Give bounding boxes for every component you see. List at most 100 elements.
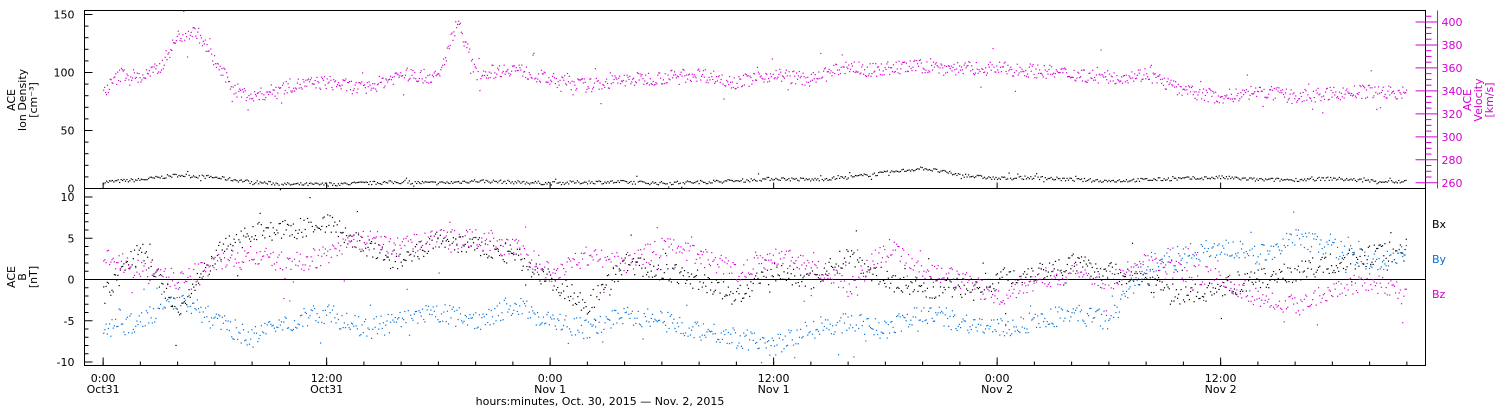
density-point xyxy=(673,181,676,183)
density-point xyxy=(827,179,829,182)
by-point xyxy=(1052,323,1054,325)
velocity-point xyxy=(559,79,561,81)
bz-point xyxy=(251,258,253,260)
velocity-point xyxy=(1326,87,1328,89)
velocity-point xyxy=(150,66,152,68)
bx-point xyxy=(867,266,869,268)
velocity-point xyxy=(1289,93,1291,95)
by-point xyxy=(932,320,934,322)
by-point xyxy=(1084,322,1086,325)
bz-point xyxy=(234,258,236,260)
bx-point xyxy=(956,277,958,279)
velocity-point xyxy=(903,61,905,64)
density-point xyxy=(307,184,309,187)
density-point xyxy=(387,182,389,184)
bx-point xyxy=(183,301,185,303)
by-point xyxy=(572,298,574,300)
density-point xyxy=(427,181,429,183)
velocity-point xyxy=(560,90,562,92)
by-point xyxy=(746,329,748,331)
velocity-point xyxy=(313,83,315,85)
density-point xyxy=(190,177,192,179)
bz-point xyxy=(425,243,427,245)
bx-point xyxy=(169,297,171,299)
density-point xyxy=(852,176,854,178)
density-point xyxy=(1192,176,1194,178)
velocity-point xyxy=(678,83,680,85)
bz-point xyxy=(512,238,514,241)
bz-point xyxy=(344,239,347,241)
by-point xyxy=(587,321,590,323)
velocity-point xyxy=(1089,72,1091,74)
by-point xyxy=(947,317,949,320)
by-point xyxy=(1227,242,1230,244)
bx-point xyxy=(324,231,326,233)
velocity-point xyxy=(353,88,355,90)
by-point xyxy=(1147,266,1149,268)
velocity-point xyxy=(1136,74,1139,76)
velocity-point xyxy=(240,89,242,91)
density-point xyxy=(679,182,681,184)
velocity-point xyxy=(1075,80,1077,82)
by-point xyxy=(1405,244,1407,247)
bx-point xyxy=(775,280,777,282)
velocity-point xyxy=(577,78,579,80)
velocity-point xyxy=(1151,82,1153,84)
velocity-point xyxy=(183,10,185,12)
bx-point xyxy=(629,264,631,266)
velocity-point xyxy=(1214,102,1216,104)
bx-point xyxy=(853,252,855,254)
bx-point xyxy=(874,267,876,269)
by-point xyxy=(1315,238,1317,241)
density-point xyxy=(1115,181,1117,183)
density-point xyxy=(468,182,470,184)
by-point xyxy=(1236,255,1238,257)
by-point xyxy=(361,324,363,326)
density-point xyxy=(1114,181,1116,183)
density-point xyxy=(365,181,367,183)
by-point xyxy=(802,336,804,338)
velocity-point xyxy=(932,61,935,63)
bx-point xyxy=(504,243,507,245)
velocity-point xyxy=(340,88,342,90)
bz-point xyxy=(446,231,449,233)
by-point xyxy=(918,319,920,321)
velocity-point xyxy=(404,74,407,76)
bx-point xyxy=(888,287,891,289)
density-point xyxy=(363,181,366,184)
bz-point xyxy=(480,245,482,247)
density-point xyxy=(310,182,312,184)
bz-point xyxy=(370,242,373,245)
bx-point xyxy=(283,233,285,236)
by-point xyxy=(721,338,724,341)
velocity-point xyxy=(391,76,394,78)
density-point xyxy=(1108,179,1110,182)
bx-point xyxy=(528,266,530,268)
bx-point xyxy=(1067,257,1070,259)
velocity-point xyxy=(1227,97,1229,99)
density-point xyxy=(1170,179,1172,182)
velocity-point xyxy=(949,68,951,70)
bx-point xyxy=(1179,303,1181,305)
velocity-point xyxy=(216,62,218,65)
bx-point xyxy=(481,241,483,243)
by-point xyxy=(1290,234,1292,236)
velocity-point xyxy=(382,77,384,79)
by-point xyxy=(1299,238,1301,240)
by-point xyxy=(296,327,298,329)
density-point xyxy=(1224,178,1226,180)
bx-point xyxy=(1258,280,1260,282)
velocity-point xyxy=(540,69,543,71)
bz-point xyxy=(303,269,305,272)
bx-point xyxy=(1098,276,1100,278)
bx-point xyxy=(1005,313,1007,315)
bx-point xyxy=(937,278,939,280)
velocity-point xyxy=(1009,68,1011,70)
velocity-point xyxy=(228,80,231,83)
bz-point xyxy=(493,237,495,239)
velocity-point xyxy=(1015,70,1017,72)
by-point xyxy=(350,322,353,324)
by-point xyxy=(753,332,756,334)
velocity-point xyxy=(122,70,124,72)
bz-point xyxy=(201,261,203,264)
